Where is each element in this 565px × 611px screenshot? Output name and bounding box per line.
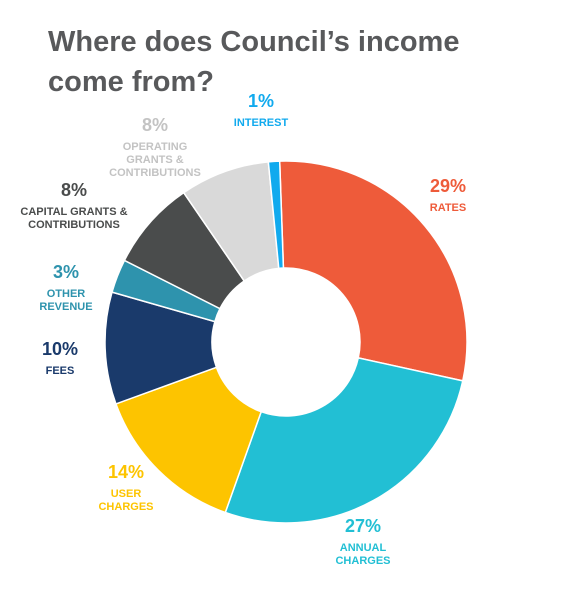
category-label-capital-grants-contributions-line-2: CONTRIBUTIONS [28, 219, 120, 231]
category-label-other-revenue-line-2: REVENUE [39, 301, 92, 313]
pct-label-capital-grants-contributions: 8% [61, 180, 87, 200]
category-label-annual-charges-line-2: CHARGES [335, 555, 390, 567]
category-label-user-charges-line-2: CHARGES [98, 501, 153, 513]
slice-annual-charges [224, 356, 464, 524]
category-label-operating-grants-contributions-line-2: GRANTS & [126, 154, 184, 166]
category-label-rates-line-1: RATES [430, 202, 466, 214]
label-rates: 29% RATES [430, 176, 466, 214]
pct-label-rates: 29% [430, 176, 466, 196]
category-label-capital-grants-contributions-line-1: CAPITAL GRANTS & [20, 206, 127, 218]
pct-label-other-revenue: 3% [53, 262, 79, 282]
slice-rates [278, 160, 468, 382]
label-fees: 10% FEES [42, 339, 78, 377]
chart-title: Where does Council’s income come from? [48, 26, 460, 98]
category-label-interest-line-1: INTEREST [234, 117, 289, 129]
pct-label-operating-grants-contributions: 8% [142, 115, 168, 135]
pct-label-user-charges: 14% [108, 462, 144, 482]
slice-interest [267, 160, 285, 270]
category-label-annual-charges-line-1: ANNUAL [340, 542, 387, 554]
category-label-fees-line-1: FEES [46, 365, 75, 377]
pct-label-interest: 1% [248, 91, 274, 111]
pct-label-annual-charges: 27% [345, 516, 381, 536]
category-label-operating-grants-contributions-line-3: CONTRIBUTIONS [109, 167, 201, 179]
label-capital-grants-contributions: 8% CAPITAL GRANTS &CONTRIBUTIONS [20, 180, 127, 231]
label-interest: 1% INTEREST [234, 91, 289, 129]
pct-label-fees: 10% [42, 339, 78, 359]
category-label-other-revenue-line-1: OTHER [47, 288, 86, 300]
category-label-user-charges-line-1: USER [111, 488, 142, 500]
category-label-operating-grants-contributions-line-1: OPERATING [123, 141, 188, 153]
slice-user-charges [114, 366, 263, 514]
